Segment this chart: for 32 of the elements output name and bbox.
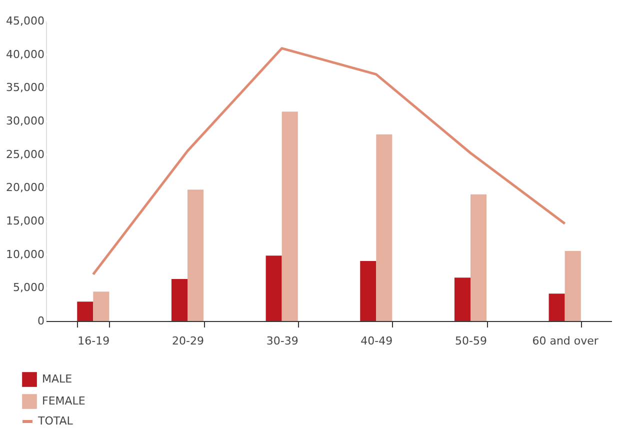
bar: [188, 190, 204, 321]
y-tick-label: 40,000: [6, 48, 44, 61]
legend-label: TOTAL: [37, 414, 74, 428]
y-tick-label: 15,000: [6, 214, 44, 228]
y-tick-label: 0: [38, 314, 44, 328]
line-series: [92, 47, 566, 276]
x-tick-label: 30-39: [266, 334, 298, 348]
x-tick-label: 16-19: [78, 334, 110, 348]
bar: [454, 278, 470, 321]
bar: [548, 294, 565, 321]
y-tick-label: 5,000: [13, 281, 44, 294]
legend-label: FEMALE: [42, 394, 86, 408]
x-tick-label: 60 and over: [532, 334, 599, 348]
y-tick-label: 25,000: [6, 148, 44, 161]
bar: [564, 251, 581, 321]
bar: [376, 134, 392, 321]
bar: [77, 302, 94, 321]
bar: [266, 256, 282, 321]
x-tick-label: 20-29: [172, 334, 204, 348]
bar: [282, 112, 298, 321]
y-tick-label: 35,000: [6, 81, 44, 94]
legend-label: MALE: [42, 372, 72, 386]
y-tick-label: 45,000: [6, 14, 44, 28]
bar: [470, 194, 487, 321]
bar: [93, 292, 110, 321]
x-tick-label: 50-59: [455, 334, 487, 348]
y-tick-label: 30,000: [6, 114, 44, 128]
x-tick-label: 40-49: [360, 334, 393, 348]
y-tick-label: 20,000: [6, 181, 44, 194]
bar: [171, 279, 188, 321]
y-tick-label: 10,000: [6, 248, 44, 261]
bar: [360, 261, 376, 321]
